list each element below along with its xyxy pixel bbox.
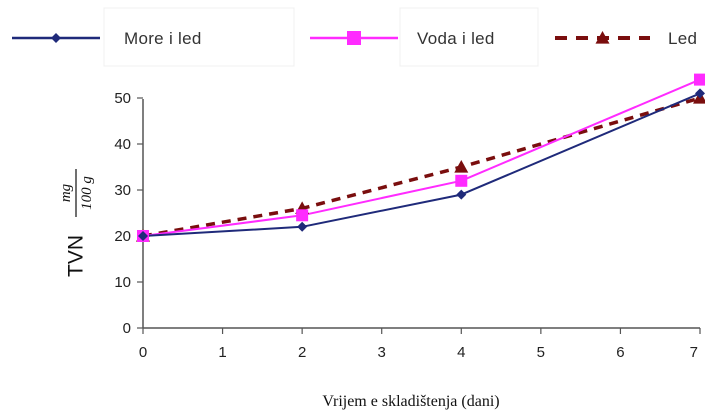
legend-label-3: Led [668, 29, 697, 48]
x-axis-label: Vrijem e skladištenja (dani) [322, 393, 499, 410]
legend-marker-2 [347, 31, 361, 45]
x-tick-label: 4 [457, 344, 465, 361]
data-point-1 [456, 189, 467, 200]
data-point-2 [455, 174, 468, 187]
y-tick-label: 50 [114, 90, 131, 107]
series-line-1 [142, 92, 701, 237]
legend-marker-3 [595, 31, 610, 44]
y-axis-label-main: TVN [65, 235, 88, 277]
data-point-1 [138, 231, 148, 241]
x-tick-label: 3 [378, 344, 386, 361]
y-tick-label: 40 [114, 136, 131, 153]
y-axis-unit-numerator: mg [58, 183, 74, 202]
legend-box-2 [399, 7, 539, 67]
y-tick-label: 10 [114, 274, 131, 291]
y-ticks: 0 10 20 30 40 50 [114, 90, 143, 337]
x-tick-label: 2 [298, 344, 306, 361]
series-line-2 [142, 78, 701, 237]
data-point-1 [695, 88, 705, 99]
data-point-3 [454, 160, 469, 173]
x-tick-label: 7 [690, 344, 698, 361]
x-tick-label: 1 [218, 344, 226, 361]
series-markers [136, 73, 705, 242]
y-tick-label: 30 [114, 182, 131, 199]
legend-label-2: Voda i led [417, 29, 495, 48]
legend-box-1 [103, 7, 295, 67]
y-axis-label: TVN mg 100 g [58, 169, 95, 277]
x-tick-label: 0 [139, 344, 147, 361]
data-point-1 [297, 221, 308, 232]
x-tick-label: 5 [537, 344, 545, 361]
legend: More i led Voda i led Led [12, 29, 697, 48]
legend-label-1: More i led [124, 29, 202, 48]
series-line-3 [142, 96, 701, 238]
y-tick-label: 0 [123, 320, 131, 337]
x-ticks: 0 1 2 3 4 5 6 7 [139, 328, 701, 361]
x-tick-label: 6 [616, 344, 624, 361]
data-point-2 [296, 209, 309, 222]
legend-marker-1 [51, 33, 61, 43]
data-point-2 [694, 73, 705, 86]
y-axis-unit-denominator: 100 g [79, 176, 95, 210]
series-lines [142, 78, 701, 238]
y-tick-label: 20 [114, 228, 131, 245]
